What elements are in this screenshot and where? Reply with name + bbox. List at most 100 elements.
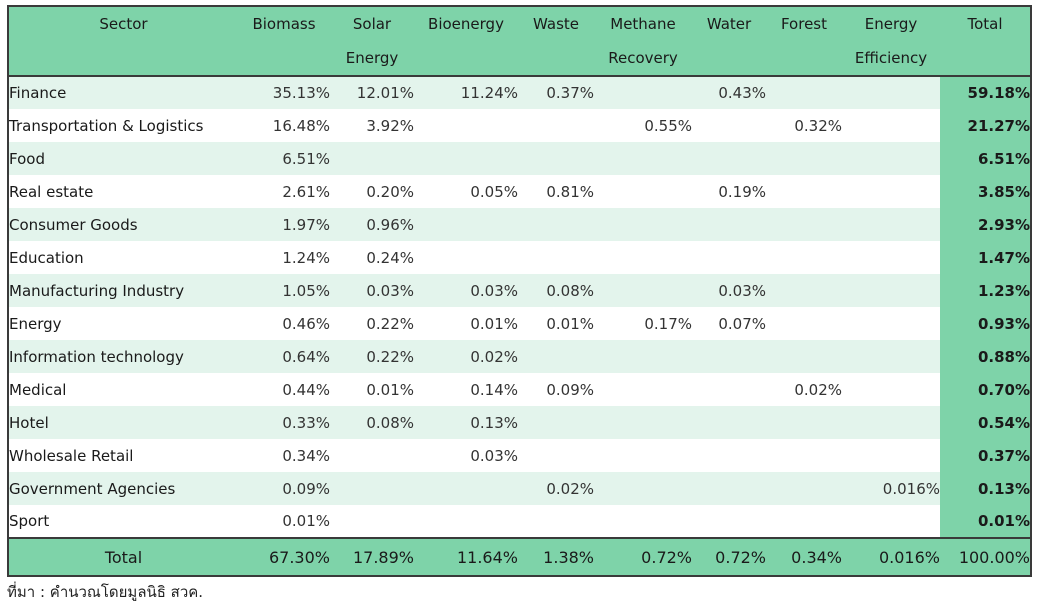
value-cell: 0.03% bbox=[330, 274, 414, 307]
value-cell bbox=[594, 406, 692, 439]
value-cell: 0.44% bbox=[238, 373, 330, 406]
column-total-cell: 0.72% bbox=[692, 537, 766, 576]
value-cell bbox=[842, 142, 940, 175]
sector-cell: Sport bbox=[8, 505, 238, 538]
value-cell: 0.03% bbox=[414, 439, 518, 472]
value-cell bbox=[594, 472, 692, 505]
value-cell: 3.92% bbox=[330, 109, 414, 142]
sector-cell: Food bbox=[8, 142, 238, 175]
value-cell bbox=[842, 340, 940, 373]
value-cell bbox=[594, 175, 692, 208]
value-cell bbox=[518, 340, 594, 373]
column-total-cell: 11.64% bbox=[414, 537, 518, 576]
column-header: Methane Recovery bbox=[594, 6, 692, 77]
value-cell: 0.01% bbox=[414, 307, 518, 340]
table-row: Transportation & Logistics 16.48% 3.92% 0.5… bbox=[8, 109, 1031, 142]
sector-cell: Hotel bbox=[8, 406, 238, 439]
column-header-line: Solar bbox=[352, 15, 392, 33]
value-cell: 0.96% bbox=[330, 208, 414, 241]
table-row: Finance 35.13% 12.01% 11.24% 0.37% 0.43% 59.18… bbox=[8, 76, 1031, 109]
value-cell: 1.05% bbox=[238, 274, 330, 307]
column-total-cell: 0.34% bbox=[766, 537, 842, 576]
value-cell bbox=[594, 241, 692, 274]
row-total-cell: 3.85% bbox=[940, 175, 1031, 208]
value-cell bbox=[766, 340, 842, 373]
column-header-line: Bioenergy bbox=[428, 15, 504, 33]
value-cell: 0.55% bbox=[594, 109, 692, 142]
value-cell bbox=[518, 406, 594, 439]
value-cell bbox=[594, 340, 692, 373]
value-cell bbox=[766, 439, 842, 472]
column-header-line: Total bbox=[967, 15, 1003, 33]
column-total-cell: 67.30% bbox=[238, 537, 330, 576]
value-cell bbox=[842, 109, 940, 142]
value-cell bbox=[692, 472, 766, 505]
value-cell bbox=[330, 472, 414, 505]
column-header: Energy Efficiency bbox=[842, 6, 940, 77]
row-total-cell: 0.37% bbox=[940, 439, 1031, 472]
value-cell: 0.05% bbox=[414, 175, 518, 208]
column-header-line: Forest bbox=[780, 15, 828, 33]
value-cell bbox=[414, 109, 518, 142]
value-cell: 6.51% bbox=[238, 142, 330, 175]
value-cell: 0.37% bbox=[518, 76, 594, 109]
table-row: Real estate 2.61% 0.20% 0.05% 0.81% 0.19% 3.85… bbox=[8, 175, 1031, 208]
value-cell: 12.01% bbox=[330, 76, 414, 109]
row-total-cell: 0.54% bbox=[940, 406, 1031, 439]
column-header-line: Biomass bbox=[252, 15, 316, 33]
value-cell: 0.08% bbox=[330, 406, 414, 439]
value-cell bbox=[842, 274, 940, 307]
source-note: ที่มา : คำนวณโดยมูลนิธิ สวค. bbox=[7, 583, 204, 601]
value-cell bbox=[842, 208, 940, 241]
table-row: Hotel 0.33% 0.08% 0.13% 0.54% bbox=[8, 406, 1031, 439]
value-cell bbox=[518, 505, 594, 538]
column-header-line: Waste bbox=[533, 15, 579, 33]
value-cell bbox=[414, 472, 518, 505]
column-header-line: Methane bbox=[610, 15, 676, 33]
row-total-cell: 59.18% bbox=[940, 76, 1031, 109]
value-cell: 1.97% bbox=[238, 208, 330, 241]
value-cell bbox=[692, 505, 766, 538]
column-header: Biomass bbox=[238, 6, 330, 77]
value-cell bbox=[842, 241, 940, 274]
value-cell: 0.24% bbox=[330, 241, 414, 274]
value-cell bbox=[518, 142, 594, 175]
column-header-line: Efficiency bbox=[854, 49, 928, 67]
value-cell bbox=[594, 142, 692, 175]
column-header: Forest bbox=[766, 6, 842, 77]
table-row: Education 1.24% 0.24% 1.47% bbox=[8, 241, 1031, 274]
value-cell: 0.34% bbox=[238, 439, 330, 472]
column-header-line: Energy bbox=[345, 49, 399, 67]
row-total-cell: 21.27% bbox=[940, 109, 1031, 142]
table-row: Energy 0.46% 0.22% 0.01% 0.01% 0.17% 0.07% 0.93… bbox=[8, 307, 1031, 340]
grand-total-cell: 100.00% bbox=[940, 537, 1031, 576]
value-cell: 1.24% bbox=[238, 241, 330, 274]
sector-cell: Information technology bbox=[8, 340, 238, 373]
value-cell: 35.13% bbox=[238, 76, 330, 109]
value-cell: 0.07% bbox=[692, 307, 766, 340]
value-cell bbox=[518, 208, 594, 241]
value-cell bbox=[692, 340, 766, 373]
value-cell bbox=[518, 241, 594, 274]
value-cell bbox=[692, 373, 766, 406]
table-row: Information technology 0.64% 0.22% 0.02% 0.8… bbox=[8, 340, 1031, 373]
table-row: Sport 0.01% 0.01% bbox=[8, 505, 1031, 538]
table-row: Manufacturing Industry 1.05% 0.03% 0.03% 0.0… bbox=[8, 274, 1031, 307]
value-cell bbox=[842, 307, 940, 340]
value-cell: 0.02% bbox=[766, 373, 842, 406]
value-cell bbox=[414, 142, 518, 175]
column-header: Total bbox=[940, 6, 1031, 77]
value-cell bbox=[842, 505, 940, 538]
table-row: Medical 0.44% 0.01% 0.14% 0.09% 0.02% 0.70% bbox=[8, 373, 1031, 406]
column-total-cell: 0.72% bbox=[594, 537, 692, 576]
column-header: Solar Energy bbox=[330, 6, 414, 77]
value-cell: 16.48% bbox=[238, 109, 330, 142]
sector-cell: Transportation & Logistics bbox=[8, 109, 238, 142]
value-cell bbox=[594, 208, 692, 241]
sector-cell: Manufacturing Industry bbox=[8, 274, 238, 307]
column-header-line: Sector bbox=[99, 15, 148, 33]
value-cell: 0.14% bbox=[414, 373, 518, 406]
value-cell bbox=[766, 307, 842, 340]
row-total-cell: 0.70% bbox=[940, 373, 1031, 406]
row-total-cell: 6.51% bbox=[940, 142, 1031, 175]
